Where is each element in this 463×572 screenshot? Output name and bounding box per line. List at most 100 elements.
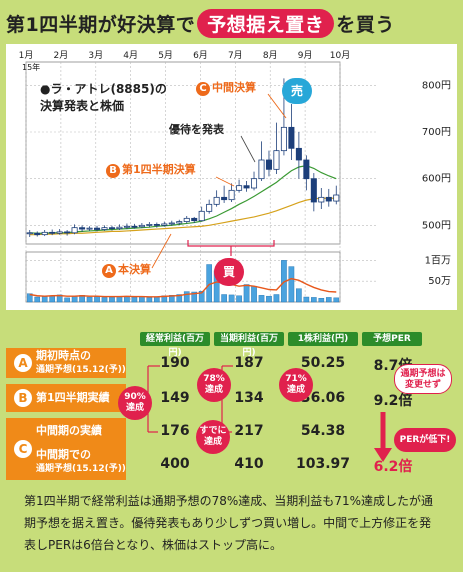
candle-body [153,223,160,226]
buy-bubble: 買 [214,258,244,286]
row-d-eps: 103.97 [295,456,351,472]
volume-bar [183,291,190,303]
volume-tick-label: 50万 [428,276,451,287]
volume-bar [251,285,257,303]
table-row-b: B 第1四半期実績 149 134 36.06 9.2倍 [6,384,457,412]
tag-90-line-1: 90% [124,392,146,402]
candle-body [94,227,101,230]
candle-body [168,222,175,225]
annotation-a-label: 本決算 [118,263,151,276]
row-c-label-box: C 中間期の実績 中間期での 通期予想(15.12(予)) [6,418,126,480]
volume-bar [71,295,78,303]
table-row-c: C 中間期の実績 中間期での 通期予想(15.12(予)) 176 217 54… [6,418,457,480]
note-kept-line-2: 変更せず [404,380,441,390]
headline: 第1四半期が好決算で 予想据え置き を買う [6,9,395,38]
chart-title-line-1: ●ラ・アトレ(8885)の [40,82,167,96]
annotation-b-label: 第1四半期決算 [122,163,196,176]
volume-bar [303,296,310,303]
volume-bar [258,295,265,303]
price-tick-label: 500円 [422,220,451,231]
annotation-c: C 中間決算 [196,79,256,96]
month-tick-label: 5月 [158,50,173,61]
volume-bar [49,295,55,303]
candle-body [325,196,332,202]
annotation-b-leader [215,176,235,187]
price-plot-frame [25,61,341,245]
candle-body [310,178,317,203]
header-ordinary-profit: 経常利益(百万円) [140,332,210,358]
header-eps: 1株利益(円) [288,332,358,346]
volume-bar [191,291,198,303]
month-tick-label: 7月 [228,50,243,61]
month-tick-label: 6月 [193,50,208,61]
candle-body [26,232,33,235]
headline-post: を買う [336,14,395,36]
row-b-eps: 36.06 [300,390,346,406]
row-a-ordinary: 190 [160,355,190,371]
volume-bar [116,296,123,303]
row-b-label: 第1四半期実績 [36,391,110,404]
year-label: 15年 [22,62,40,72]
candle-body [258,159,265,180]
candle-body [183,217,190,222]
month-tick-label: 2月 [54,50,69,61]
candle-body [206,203,213,212]
row-b-label-box: B 第1四半期実績 [6,384,126,412]
annotation-b: B 第1四半期決算 [106,161,196,178]
row-d-per: 6.2倍 [373,459,413,475]
candle-body [213,196,220,205]
headline-banner: 第1四半期が好決算で 予想据え置き を買う [0,0,463,44]
row-c-eps: 54.38 [300,423,346,439]
price-tick-label: 600円 [422,174,451,185]
volume-bar [146,297,153,303]
tag-71-line-2: 達成 [286,385,305,395]
candle-body [86,227,93,230]
volume-bar [243,284,250,303]
candle-body [251,178,258,189]
month-tick-label: 4月 [123,50,138,61]
volume-bar [64,297,70,303]
volume-bar [101,297,108,303]
row-a-label: 期初時点の 通期予想(15.12(予)) [36,349,126,377]
volume-bar [311,297,317,303]
candle-body [116,226,123,229]
volume-bar [109,296,115,303]
row-a-eps: 50.25 [300,355,346,371]
row-d-label-line-2: 通期予想(15.12(予)) [36,464,126,474]
annotation-a: A 本決算 [102,261,151,278]
table-row-a: A 期初時点の 通期予想(15.12(予)) 190 187 50.25 8.7… [6,348,457,378]
tag-78: 78% 達成 [197,368,231,402]
row-a-badge: A [14,354,32,372]
volume-bar [26,293,33,303]
volume-bar [296,288,302,303]
candle-body [123,225,130,228]
candle-body [101,227,108,230]
candle-body [71,227,78,234]
candle-body [198,210,205,222]
annotation-c-label: 中間決算 [212,81,256,94]
note-per: PERが低下! [394,428,456,452]
candle-body [34,232,41,236]
tag-71-line-1: 71% [285,374,307,384]
annotation-perk-leader [240,135,256,163]
row-d-label-line-1: 中間期での [36,448,91,461]
month-tick-label: 8月 [263,50,278,61]
tag-90: 90% 達成 [118,386,152,420]
volume-bar [221,294,227,303]
volume-bar [325,297,332,303]
month-tick-label: 3月 [88,50,103,61]
candle-body [295,147,302,161]
volume-bar [318,298,325,303]
candle-body [79,227,86,230]
tag-78-line-1: 78% [203,374,225,384]
headline-pill: 予想据え置き [197,9,335,38]
annotation-perk: 優待を発表 [169,123,224,136]
volume-bar [41,296,48,303]
month-tick-label: 10月 [330,50,350,61]
candle-body [56,231,63,234]
candle-body [138,224,145,228]
candle-body [176,221,183,224]
tag-78-line-2: 達成 [204,385,223,395]
header-net-profit: 当期利益(百万円) [214,332,284,358]
row-a-label-box: A 期初時点の 通期予想(15.12(予)) [6,348,126,378]
